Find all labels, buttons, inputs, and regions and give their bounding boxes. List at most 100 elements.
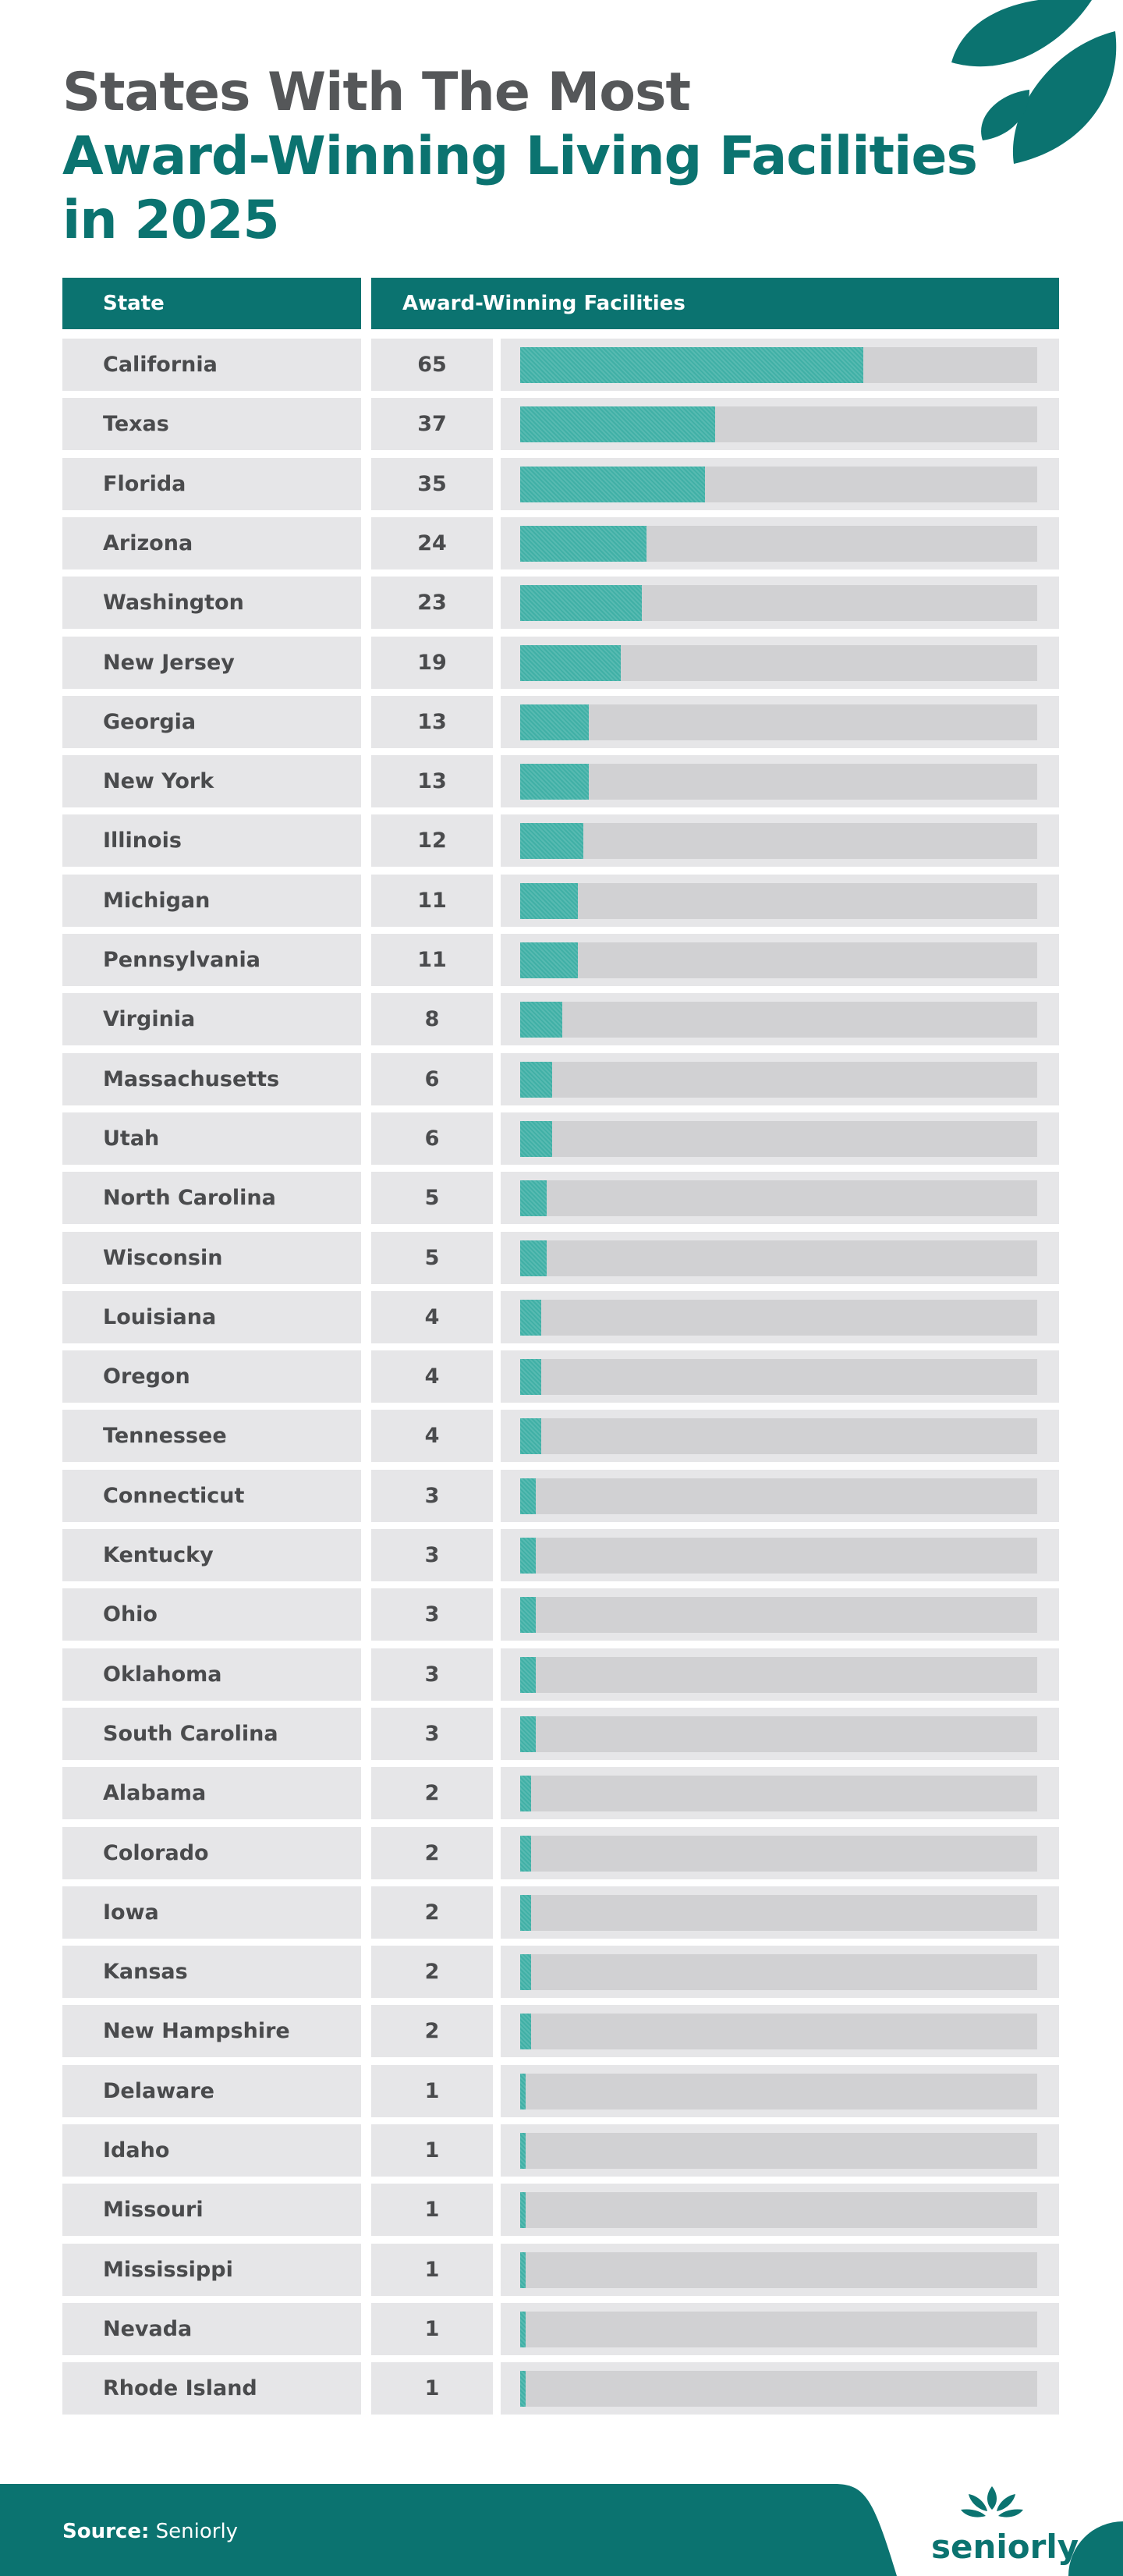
bar-cell <box>501 2302 1059 2355</box>
state-label: South Carolina <box>62 1707 361 1760</box>
table-row: Tennessee 4 <box>0 1410 1123 1463</box>
bar-cell <box>501 1052 1059 1105</box>
bar-track <box>520 1418 1037 1455</box>
bar-track <box>520 1478 1037 1514</box>
value-label: 24 <box>371 516 493 569</box>
bar-cell <box>501 1231 1059 1284</box>
bar <box>520 764 589 800</box>
table-row: Alabama 2 <box>0 1767 1123 1820</box>
bar <box>520 2073 526 2109</box>
bar-cell <box>501 814 1059 868</box>
bar-track <box>520 1061 1037 1098</box>
bar-cell <box>501 398 1059 451</box>
value-label: 2 <box>371 1886 493 1939</box>
table-row: Texas 37 <box>0 398 1123 451</box>
bar-cell <box>501 577 1059 630</box>
bar <box>520 1061 552 1098</box>
table-row: Georgia 13 <box>0 695 1123 748</box>
bar <box>520 1538 537 1574</box>
state-label: Virginia <box>62 993 361 1046</box>
bar-track <box>520 1835 1037 1872</box>
value-label: 4 <box>371 1410 493 1463</box>
bar-track <box>520 1180 1037 1217</box>
state-label: North Carolina <box>62 1172 361 1225</box>
state-label: Kentucky <box>62 1529 361 1581</box>
decor-leaves <box>951 0 1117 164</box>
table-row: North Carolina 5 <box>0 1172 1123 1225</box>
value-label: 13 <box>371 755 493 808</box>
bar-cell <box>501 1172 1059 1225</box>
bar-track <box>520 466 1037 502</box>
bar-track <box>520 2192 1037 2229</box>
bar <box>520 704 589 740</box>
state-label: Idaho <box>62 2124 361 2177</box>
state-label: Connecticut <box>62 1469 361 1522</box>
bar-track <box>520 2133 1037 2169</box>
bar-track <box>520 2073 1037 2109</box>
source-name: Seniorly <box>155 2520 239 2543</box>
source-label: Source: <box>62 2520 150 2543</box>
state-label: California <box>62 339 361 391</box>
column-header: Award-Winning Facilities <box>371 278 1059 329</box>
bar <box>520 525 647 562</box>
bar-track <box>520 823 1037 860</box>
value-label: 19 <box>371 636 493 689</box>
table-row: Pennsylvania 11 <box>0 934 1123 986</box>
bar <box>520 347 863 383</box>
value-label: 1 <box>371 2124 493 2177</box>
table-row: Arizona 24 <box>0 516 1123 569</box>
value-label: 4 <box>371 1290 493 1343</box>
bar <box>520 1776 531 1812</box>
bar-cell <box>501 1112 1059 1165</box>
bar <box>520 1180 547 1217</box>
value-label: 1 <box>371 2302 493 2355</box>
table-row: Florida 35 <box>0 457 1123 510</box>
state-label: Tennessee <box>62 1410 361 1463</box>
bar <box>520 2133 526 2169</box>
bar-track <box>520 347 1037 383</box>
bar-track <box>520 1359 1037 1396</box>
table-row: New York 13 <box>0 755 1123 808</box>
table-row: New Hampshire 2 <box>0 2005 1123 2058</box>
table-row: Idaho 1 <box>0 2124 1123 2177</box>
state-label: Alabama <box>62 1767 361 1820</box>
bar-cell <box>501 1588 1059 1641</box>
bar-track <box>520 525 1037 562</box>
bar-cell <box>501 2064 1059 2117</box>
state-label: Texas <box>62 398 361 451</box>
bar <box>520 1716 537 1752</box>
bar <box>520 406 716 443</box>
bar-cell <box>501 636 1059 689</box>
title-highlight: Award-Winning Living Facilities in 2025 <box>62 126 978 251</box>
bar-track <box>520 1954 1037 1991</box>
table-row: Nevada 1 <box>0 2302 1123 2355</box>
value-label: 3 <box>371 1529 493 1581</box>
bar-track <box>520 1597 1037 1634</box>
footer-band <box>0 2484 1123 2576</box>
bar <box>520 1478 537 1514</box>
bar-track <box>520 585 1037 622</box>
state-label: Arizona <box>62 516 361 569</box>
value-label: 13 <box>371 695 493 748</box>
table-row: Washington 23 <box>0 577 1123 630</box>
bar-track <box>520 704 1037 740</box>
bar <box>520 882 579 919</box>
bar-cell <box>501 339 1059 391</box>
state-label: New York <box>62 755 361 808</box>
bar-track <box>520 644 1037 681</box>
table-row: Oregon 4 <box>0 1350 1123 1403</box>
bar-track <box>520 1002 1037 1038</box>
brand-logo: seniorly <box>931 2528 1079 2566</box>
state-label: Oklahoma <box>62 1648 361 1701</box>
bar <box>520 823 584 860</box>
bar-cell <box>501 2124 1059 2177</box>
value-label: 6 <box>371 1112 493 1165</box>
table-row: Ohio 3 <box>0 1588 1123 1641</box>
value-label: 2 <box>371 2005 493 2058</box>
state-label: Nevada <box>62 2302 361 2355</box>
bar-cell <box>501 934 1059 986</box>
table-row: Utah 6 <box>0 1112 1123 1165</box>
bar-track <box>520 764 1037 800</box>
table-row: Colorado 2 <box>0 1826 1123 1879</box>
bar <box>520 1120 552 1157</box>
